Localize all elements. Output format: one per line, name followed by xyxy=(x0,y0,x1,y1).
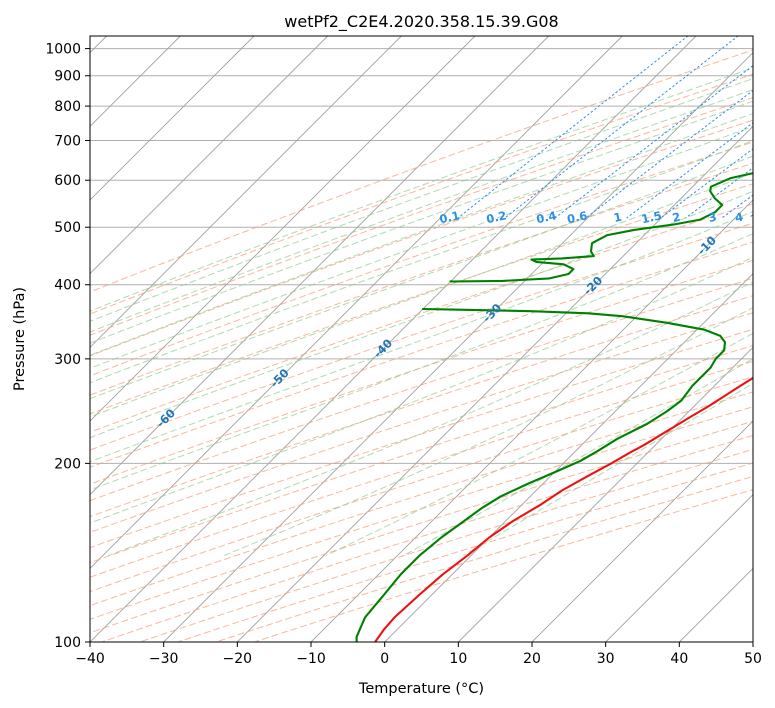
isotherm-line xyxy=(163,52,753,642)
x-tick-label: 30 xyxy=(597,651,615,667)
x-tick-label: 20 xyxy=(523,651,541,667)
y-tick-label: 600 xyxy=(54,173,81,189)
dry-adiabat xyxy=(90,328,753,549)
dry-adiabat xyxy=(90,162,753,396)
chart-title: wetPf2_C2E4.2020.358.15.39.G08 xyxy=(284,12,558,32)
moist-adiabat xyxy=(90,211,753,463)
dry-adiabat xyxy=(101,434,753,642)
isotherm-line xyxy=(458,346,753,642)
mixing-ratio-label: 0.2 xyxy=(485,208,508,226)
mixing-ratio-label: 0.1 xyxy=(438,208,461,226)
x-tick-label: −20 xyxy=(223,651,253,667)
mixing-ratio-label: 1.5 xyxy=(640,208,663,226)
isotherm-line xyxy=(90,36,697,642)
isotherm-line xyxy=(310,199,753,642)
y-tick-label: 1000 xyxy=(45,42,81,58)
mixing-ratio-line xyxy=(457,36,689,219)
isotherm-line xyxy=(90,36,328,275)
background-line-labels: 0.10.20.40.611.52346810131620253036-100-… xyxy=(153,208,745,430)
plot-background xyxy=(90,36,753,642)
dry-adiabat xyxy=(177,462,753,642)
dry-adiabat xyxy=(90,360,753,578)
isotherm-line xyxy=(90,36,255,201)
x-tick-label: −40 xyxy=(75,651,105,667)
dry-adiabat xyxy=(90,49,753,293)
isotherm-line xyxy=(90,36,623,569)
dry-adiabat xyxy=(90,97,753,336)
dry-adiabat xyxy=(90,420,753,634)
mixing-ratio-label: 2 xyxy=(671,210,682,225)
mixing-ratio-label: 4 xyxy=(734,210,745,225)
mixing-ratio-lines xyxy=(457,36,753,219)
isotherm-line xyxy=(90,36,402,348)
isotherm-line xyxy=(90,36,549,496)
mixing-ratio-line xyxy=(585,89,753,219)
moist-adiabat xyxy=(224,306,753,556)
dry-adiabat xyxy=(253,489,753,642)
x-axis-ticks: −40 −30 −20 −10 0 10 20 30 40 50 xyxy=(75,642,762,667)
y-tick-label: 300 xyxy=(54,352,81,368)
plot-area: 0.10.20.40.611.52346810131620253036-100-… xyxy=(90,36,753,642)
dewpoint-line xyxy=(449,172,753,283)
plot-frame xyxy=(89,35,754,643)
mixing-ratio-line xyxy=(554,64,753,219)
x-tick-label: −10 xyxy=(296,651,326,667)
moist-adiabat xyxy=(403,358,753,556)
moist-adiabat xyxy=(90,155,753,400)
mixing-ratio-label: 1 xyxy=(612,210,623,225)
y-tick-label: 400 xyxy=(54,278,81,294)
dry-adiabats xyxy=(90,49,753,642)
y-axis-ticks: 100 200 300 400 500 600 700 800 900 1000 xyxy=(45,42,90,651)
mixing-ratio-line xyxy=(504,36,739,219)
y-tick-label: 500 xyxy=(54,220,81,236)
x-tick-label: 0 xyxy=(380,651,389,667)
x-tick-label: 40 xyxy=(670,651,688,667)
mixing-ratio-label: 3 xyxy=(707,210,718,225)
y-tick-label: 200 xyxy=(54,456,81,472)
y-tick-label: 100 xyxy=(54,635,81,651)
moist-adiabat xyxy=(90,67,753,312)
isotherm-line xyxy=(605,494,753,642)
y-tick-label: 800 xyxy=(54,99,81,115)
x-tick-label: 50 xyxy=(744,651,762,667)
skewed-isotherms xyxy=(90,36,753,642)
mixing-ratio-label: 0.4 xyxy=(535,208,558,226)
dry-adiabat xyxy=(90,183,753,415)
y-axis-title: Pressure (hPa) xyxy=(12,287,28,391)
mixing-ratio-label: 0.6 xyxy=(566,208,589,226)
y-tick-label: 700 xyxy=(54,133,81,149)
mixing-ratio-line xyxy=(626,122,753,219)
dewpoint-upper-line xyxy=(355,307,727,642)
sounding-series xyxy=(355,172,753,642)
dry-adiabat xyxy=(90,344,753,564)
x-tick-label: 10 xyxy=(449,651,467,667)
x-tick-label: −30 xyxy=(149,651,179,667)
moist-adiabats xyxy=(90,67,753,556)
dry-adiabat xyxy=(139,448,753,642)
y-tick-label: 900 xyxy=(54,69,81,85)
moist-adiabat xyxy=(90,100,753,344)
x-axis-title: Temperature (°C) xyxy=(358,681,484,697)
moist-adiabat xyxy=(108,281,753,556)
dry-adiabat xyxy=(215,475,753,642)
isotherm-line xyxy=(531,420,753,642)
moist-adiabat xyxy=(90,172,753,418)
moist-adiabat xyxy=(90,140,753,384)
moist-adiabat xyxy=(90,126,753,369)
dry-adiabat xyxy=(90,119,753,357)
isotherm-line xyxy=(237,125,753,642)
dry-adiabat xyxy=(90,141,753,377)
moist-adiabat xyxy=(90,233,753,491)
temperature-line xyxy=(374,376,753,642)
isotherm-line xyxy=(90,36,476,422)
